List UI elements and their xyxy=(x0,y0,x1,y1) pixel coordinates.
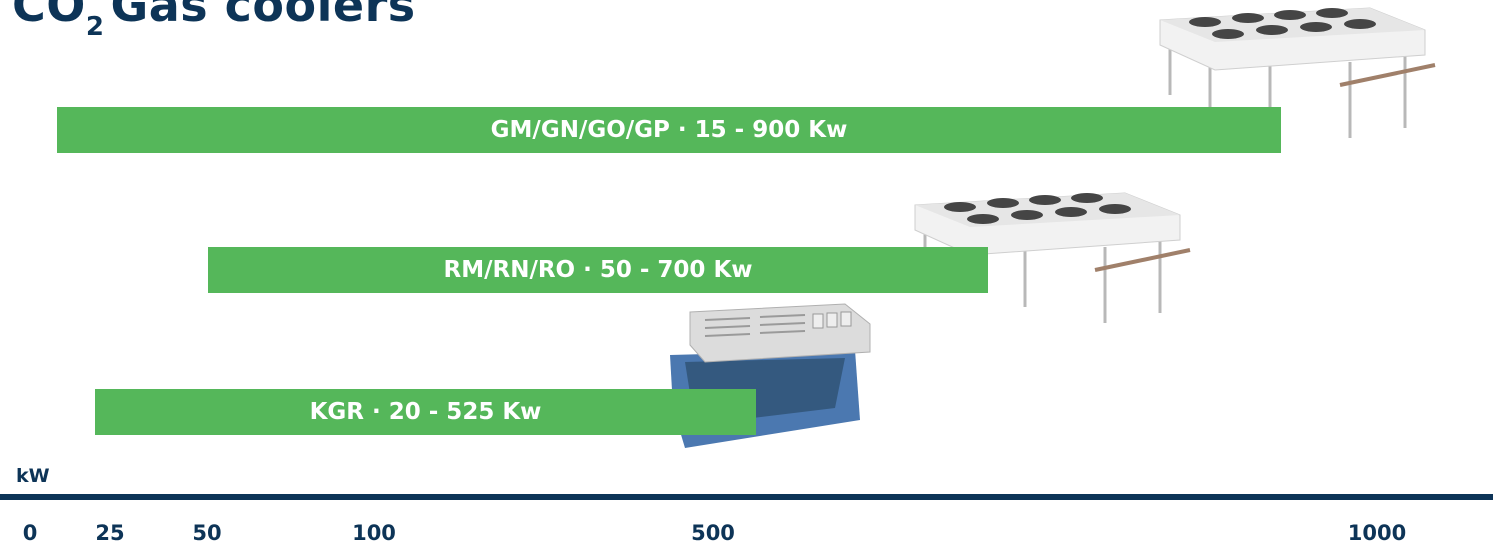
range-bar-gm-gn-go-gp: GM/GN/GO/GP · 15 - 900 Kw xyxy=(57,107,1281,153)
x-tick-label: 25 xyxy=(95,521,125,545)
x-tick-label: 1000 xyxy=(1347,521,1407,545)
x-tick-label: 500 xyxy=(691,521,735,545)
range-bar-rm-rn-ro: RM/RN/RO · 50 - 700 Kw xyxy=(208,247,988,293)
bar-label: GM/GN/GO/GP · 15 - 900 Kw xyxy=(490,117,848,143)
bar-label: KGR · 20 - 525 Kw xyxy=(309,399,542,425)
axis-unit-label: kW xyxy=(16,465,50,487)
gas-cooler-image xyxy=(1159,7,1436,138)
title-subscript: 2 xyxy=(85,12,105,42)
x-tick-label: 50 xyxy=(192,521,222,545)
x-tick-label: 0 xyxy=(22,521,38,545)
range-bar-kgr: KGR · 20 - 525 Kw xyxy=(95,389,756,435)
bar-label: RM/RN/RO · 50 - 700 Kw xyxy=(443,257,753,283)
x-axis-line xyxy=(0,494,1493,500)
x-tick-label: 100 xyxy=(352,521,396,545)
gas-cooler-image xyxy=(914,192,1191,323)
page-title: CO2 Gas coolers xyxy=(12,0,416,42)
